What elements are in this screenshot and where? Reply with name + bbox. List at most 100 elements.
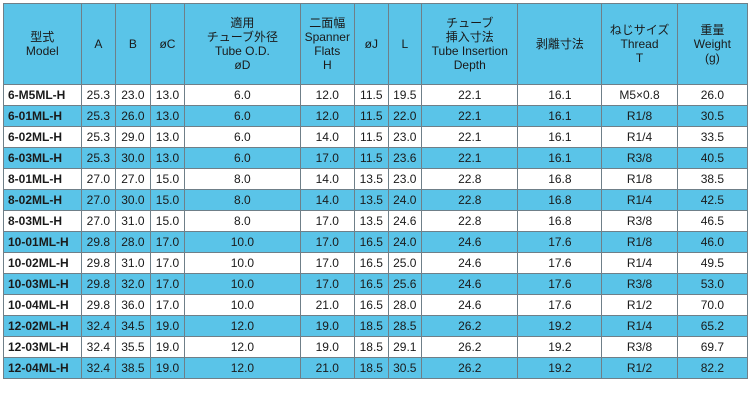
value-cell-strip-length: 16.8: [517, 189, 603, 211]
model-cell: 10-04ML-H: [3, 294, 82, 316]
value-cell-thread: R1/2: [601, 357, 678, 379]
value-cell-l: 25.6: [387, 273, 423, 295]
header-label-line: Thread: [620, 37, 659, 51]
value-cell-l: 28.5: [387, 315, 423, 337]
table-body: 6-M5ML-H 25.3 23.0 13.0 6.0 12.0 11.5 19.5 22.1 1…: [3, 84, 749, 379]
value-cell-strip-length: 16.1: [517, 105, 603, 127]
value-cell-a: 25.3: [80, 84, 117, 106]
header-label-line: 挿入寸法: [445, 30, 494, 44]
model-cell: 6-01ML-H: [3, 105, 82, 127]
value-cell-l: 24.0: [387, 231, 423, 253]
value-cell-spanner-flats: 19.0: [299, 336, 356, 358]
header-label-line: H: [322, 58, 332, 72]
value-cell-strip-length: 16.1: [517, 147, 603, 169]
header-tube-insertion-depth: チューブ 挿入寸法 Tube Insertion Depth: [421, 3, 519, 85]
header-label-line: A: [94, 37, 103, 51]
value-cell-tube-od: 10.0: [184, 273, 301, 295]
header-label-line: 型式: [30, 30, 55, 44]
header-j: øJ: [354, 3, 389, 85]
value-cell-j: 13.5: [354, 168, 389, 190]
value-cell-a: 29.8: [80, 252, 117, 274]
model-cell: 8-01ML-H: [3, 168, 82, 190]
value-cell-tube-od: 8.0: [184, 168, 301, 190]
value-cell-b: 29.0: [115, 126, 151, 148]
value-cell-c: 19.0: [149, 336, 186, 358]
value-cell-j: 13.5: [354, 210, 389, 232]
header-label-line: B: [128, 37, 137, 51]
value-cell-l: 25.0: [387, 252, 423, 274]
value-cell-weight: 53.0: [676, 273, 749, 295]
table-row: 6-M5ML-H 25.3 23.0 13.0 6.0 12.0 11.5 19.5 22.1 1…: [3, 84, 749, 106]
value-cell-thread: R3/8: [601, 147, 678, 169]
value-cell-strip-length: 19.2: [517, 357, 603, 379]
value-cell-l: 28.0: [387, 294, 423, 316]
model-cell: 10-02ML-H: [3, 252, 82, 274]
table-row: 6-02ML-H 25.3 29.0 13.0 6.0 14.0 11.5 23.0 22.1 1…: [3, 126, 749, 148]
value-cell-tube-insertion-depth: 26.2: [421, 315, 519, 337]
value-cell-thread: R1/8: [601, 168, 678, 190]
value-cell-j: 11.5: [354, 126, 389, 148]
value-cell-tube-od: 12.0: [184, 336, 301, 358]
value-cell-weight: 70.0: [676, 294, 749, 316]
value-cell-b: 32.0: [115, 273, 151, 295]
value-cell-c: 17.0: [149, 294, 186, 316]
value-cell-spanner-flats: 17.0: [299, 147, 356, 169]
value-cell-strip-length: 17.6: [517, 252, 603, 274]
header-label-line: 適用: [230, 16, 255, 30]
value-cell-thread: R1/8: [601, 231, 678, 253]
value-cell-tube-insertion-depth: 24.6: [421, 273, 519, 295]
value-cell-thread: R1/2: [601, 294, 678, 316]
value-cell-tube-insertion-depth: 22.1: [421, 105, 519, 127]
value-cell-thread: R1/4: [601, 189, 678, 211]
value-cell-thread: R1/4: [601, 126, 678, 148]
value-cell-weight: 69.7: [676, 336, 749, 358]
table-row: 10-01ML-H 29.8 28.0 17.0 10.0 17.0 16.5 24.0 24.…: [3, 231, 749, 253]
header-label-line: T: [635, 51, 644, 65]
value-cell-b: 36.0: [115, 294, 151, 316]
value-cell-thread: M5×0.8: [601, 84, 678, 106]
value-cell-tube-od: 8.0: [184, 189, 301, 211]
value-cell-c: 17.0: [149, 273, 186, 295]
value-cell-weight: 46.0: [676, 231, 749, 253]
header-label-line: L: [401, 37, 409, 51]
value-cell-tube-insertion-depth: 26.2: [421, 357, 519, 379]
header-label-line: Tube O.D.: [214, 44, 270, 58]
value-cell-c: 13.0: [149, 147, 186, 169]
value-cell-thread: R1/4: [601, 252, 678, 274]
value-cell-c: 17.0: [149, 252, 186, 274]
header-weight: 重量 Weight (g): [676, 3, 749, 85]
value-cell-a: 32.4: [80, 357, 117, 379]
value-cell-spanner-flats: 17.0: [299, 210, 356, 232]
value-cell-b: 31.0: [115, 210, 151, 232]
value-cell-b: 23.0: [115, 84, 151, 106]
model-cell: 10-01ML-H: [3, 231, 82, 253]
header-label-line: Model: [25, 44, 59, 58]
header-label-line: 二面幅: [309, 16, 346, 30]
value-cell-b: 34.5: [115, 315, 151, 337]
header-label-line: チューブ: [446, 16, 494, 30]
value-cell-c: 19.0: [149, 315, 186, 337]
value-cell-tube-od: 10.0: [184, 231, 301, 253]
value-cell-tube-od: 8.0: [184, 210, 301, 232]
value-cell-j: 16.5: [354, 294, 389, 316]
value-cell-tube-od: 6.0: [184, 105, 301, 127]
table-row: 6-03ML-H 25.3 30.0 13.0 6.0 17.0 11.5 23.6 22.1 1…: [3, 147, 749, 169]
value-cell-spanner-flats: 14.0: [299, 126, 356, 148]
header-model: 型式 Model: [3, 3, 82, 85]
value-cell-spanner-flats: 17.0: [299, 273, 356, 295]
header-a: A: [80, 3, 117, 85]
model-cell: 6-02ML-H: [3, 126, 82, 148]
header-label-line: ねじサイズ: [609, 23, 670, 37]
value-cell-thread: R1/8: [601, 105, 678, 127]
value-cell-a: 29.8: [80, 231, 117, 253]
value-cell-tube-od: 12.0: [184, 357, 301, 379]
table-row: 12-02ML-H 32.4 34.5 19.0 12.0 19.0 18.5 28.5 26.…: [3, 315, 749, 337]
header-label-line: 剥離寸法: [535, 37, 584, 51]
header-b: B: [115, 3, 151, 85]
value-cell-b: 26.0: [115, 105, 151, 127]
model-cell: 6-M5ML-H: [3, 84, 82, 106]
value-cell-c: 17.0: [149, 231, 186, 253]
value-cell-c: 15.0: [149, 189, 186, 211]
value-cell-c: 13.0: [149, 126, 186, 148]
